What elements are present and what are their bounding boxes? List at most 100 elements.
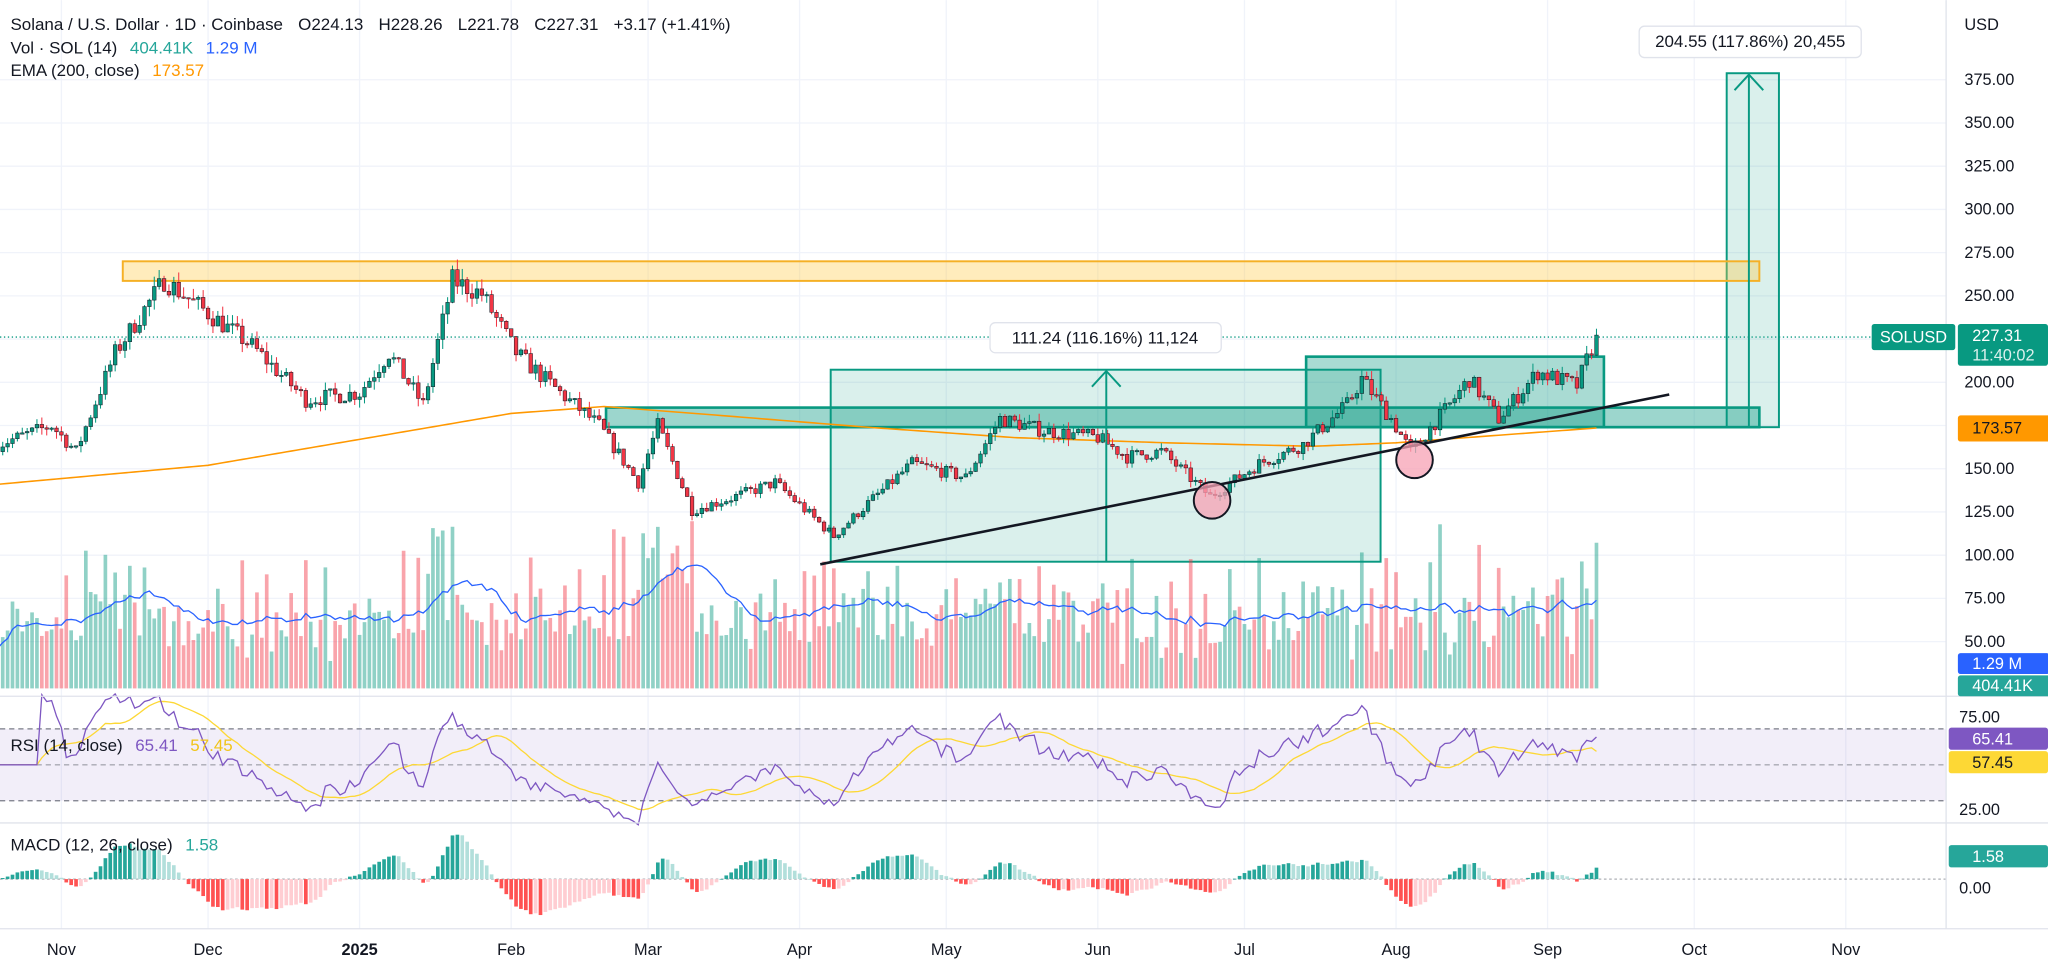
macd-bar (538, 879, 543, 916)
svg-text:65.41: 65.41 (1972, 731, 2013, 749)
macd-bar (831, 879, 836, 890)
macd-bar (1213, 879, 1217, 893)
candle-body (557, 386, 563, 392)
candle-body (1159, 448, 1164, 451)
macd-bar (40, 870, 44, 880)
macd-bar (396, 856, 401, 880)
candle-body (1051, 427, 1056, 438)
macd-bar (176, 872, 181, 880)
volume-badge: 404.41K (1957, 675, 2048, 697)
candle-body (254, 338, 260, 349)
candle-body (455, 269, 460, 287)
ema-badge: 173.57 (1957, 415, 2048, 442)
time-axis[interactable]: Nov Dec 2025 Feb Mar Apr May Jun Jul Aug Sep Oct Nov (47, 941, 1861, 959)
candle-body (1530, 371, 1536, 384)
support-zone[interactable] (604, 406, 1761, 429)
macd-value-badge: 1.58 (1948, 845, 2048, 868)
macd-bar (582, 879, 587, 900)
candle-body (171, 282, 176, 296)
candle-body (323, 389, 328, 405)
macd-bar (543, 879, 548, 912)
volume-bar (1081, 624, 1085, 689)
macd-bar (445, 846, 450, 880)
volume-bar (924, 628, 929, 689)
candle-body (1027, 421, 1032, 424)
macd-bar (802, 877, 807, 880)
svg-text:57.45: 57.45 (1972, 754, 2013, 772)
trendline[interactable] (819, 393, 1670, 566)
volume-bar (954, 578, 958, 689)
candle-body (88, 417, 93, 427)
volume-bar (704, 634, 709, 689)
candle-body (851, 513, 856, 524)
volume-bar (1330, 587, 1335, 689)
candle-body (934, 465, 939, 469)
price-axis-label: 275.00 (1964, 244, 2014, 262)
macd-bar (807, 879, 812, 880)
macd-bar (260, 879, 264, 908)
candle-body (533, 364, 538, 374)
candle-body (504, 321, 509, 329)
candle-body (685, 487, 690, 497)
macd-bar (1257, 865, 1261, 880)
currency-label[interactable]: USD (1964, 16, 1998, 34)
volume-bar (558, 610, 562, 689)
macd-bar (1350, 861, 1354, 880)
time-axis-label: Oct (1682, 941, 1708, 959)
volume-bar (1003, 599, 1007, 689)
macd-bar (1447, 874, 1452, 880)
volume-bar (1364, 623, 1369, 689)
candle-body (1545, 372, 1550, 381)
volume-bar (582, 620, 587, 689)
candle-body (704, 507, 709, 512)
candle-body (714, 502, 719, 507)
volume-bar (299, 636, 303, 689)
measure-box-tall[interactable] (1725, 72, 1780, 429)
rsi-axis-label: 75.00 (1959, 708, 2000, 726)
macd-bar (387, 856, 391, 880)
macd-bar (35, 869, 39, 880)
volume-bar (563, 585, 567, 689)
candle-body (631, 467, 636, 476)
macd-bar (84, 879, 88, 883)
volume-bar (856, 627, 861, 689)
volume-bar (1267, 649, 1271, 689)
volume-bar (538, 588, 543, 689)
candle-body (440, 313, 445, 340)
candle-body (122, 341, 128, 351)
volume-bar (1501, 606, 1506, 689)
macd-bar (910, 854, 914, 880)
macd-bar (69, 879, 73, 886)
price-axis[interactable]: 375.00 350.00 325.00 300.00 275.00 250.00 200.… (1964, 71, 2014, 651)
macd-bar (1467, 864, 1472, 880)
svg-text:Solana / U.S. Dollar · 1D · Co: Solana / U.S. Dollar · 1D · Coinbase O22… (10, 15, 730, 34)
candle-body (1134, 450, 1140, 453)
volume-bar (1159, 657, 1164, 689)
candle-body (1037, 420, 1042, 437)
candle-body (1389, 418, 1394, 420)
candle-body (1139, 450, 1144, 456)
resistance-zone[interactable] (121, 260, 1761, 282)
candle-body (1125, 454, 1130, 464)
volume-bar (1325, 608, 1330, 689)
macd-bar (245, 879, 249, 911)
macd-bar (944, 876, 949, 880)
volume-bar (211, 631, 215, 689)
candle-body (1100, 433, 1105, 443)
candle-body (142, 306, 147, 326)
macd-bar (998, 862, 1002, 880)
candle-body (875, 492, 880, 495)
candle-body (372, 377, 377, 382)
macd-bar (699, 879, 704, 891)
volume-bar (235, 646, 240, 689)
macd-bar (954, 879, 958, 882)
candle-body (1511, 394, 1516, 407)
touch-circle-2[interactable] (1395, 440, 1434, 480)
candle-body (733, 494, 739, 502)
macd-bar (1027, 873, 1032, 880)
touch-circle-1[interactable] (1192, 481, 1232, 520)
volume-bar (685, 583, 689, 689)
svg-text:1.29 M: 1.29 M (1972, 655, 2022, 673)
measure-box-2[interactable] (1304, 355, 1606, 429)
